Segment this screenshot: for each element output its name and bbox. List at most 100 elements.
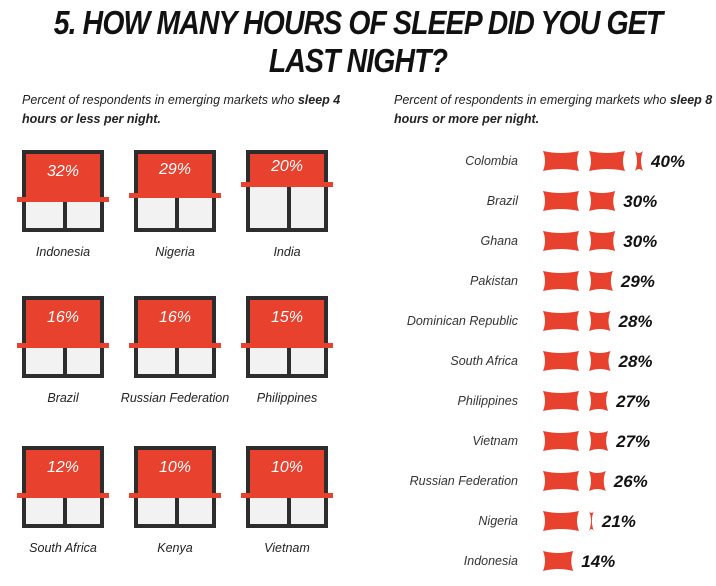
left-subtitle: Percent of respondents in emerging marke… — [22, 91, 362, 129]
pillow-bar — [543, 471, 606, 491]
value-label: 28% — [618, 312, 653, 331]
window-value-label: 15% — [270, 309, 304, 326]
shade-rod — [17, 493, 109, 498]
window-label: Nigeria — [155, 245, 195, 259]
pillow-shape — [589, 191, 616, 211]
window-value-label: 32% — [46, 163, 80, 180]
pillow-shape — [543, 351, 579, 371]
window-value-label: 10% — [270, 459, 304, 476]
window-frame: 10% — [241, 446, 333, 528]
window-value-label: 12% — [46, 459, 80, 476]
window-brazil: 16% Brazil — [17, 296, 109, 405]
pillow-shape — [543, 391, 579, 411]
value-label: 40% — [650, 152, 685, 171]
pillow-shape — [589, 471, 606, 491]
value-label: 30% — [623, 192, 657, 211]
window-indonesia: 32% Indonesia — [17, 150, 109, 259]
window-label: Philippines — [256, 391, 318, 405]
window-nigeria: 29% Nigeria — [129, 150, 221, 259]
window-shade — [250, 450, 324, 496]
window-philippines: 15% Philippines — [241, 296, 333, 405]
shade-rod — [129, 343, 221, 348]
left-subtitle-text: Percent of respondents in emerging marke… — [22, 93, 298, 107]
pillow-shape — [543, 271, 579, 291]
pillow-shape — [589, 431, 609, 451]
value-label: 27% — [615, 432, 650, 451]
window-value-label: 29% — [158, 161, 192, 179]
pillow-shape — [543, 431, 579, 451]
shade-rod — [129, 193, 221, 199]
pillow-shape — [543, 471, 579, 491]
pillow-shape — [589, 351, 611, 371]
pillow-bar — [543, 231, 616, 251]
category-label: South Africa — [450, 354, 518, 368]
pillow-shape — [589, 151, 625, 171]
window-label: Indonesia — [35, 245, 91, 259]
window-frame: 12% — [17, 446, 109, 528]
window-value-label: 20% — [270, 158, 304, 175]
pillow-bar — [543, 551, 574, 571]
window-shade — [250, 154, 324, 185]
shade-rod — [241, 493, 333, 498]
window-label: South Africa — [29, 541, 97, 555]
window-frame: 29% — [129, 150, 221, 232]
value-label: 14% — [581, 552, 615, 571]
shade-rod — [17, 343, 109, 348]
right-subtitle: Percent of respondents in emerging marke… — [394, 91, 714, 129]
window-india: 20% India — [241, 150, 333, 259]
window-south-africa: 12% South Africa — [17, 446, 109, 555]
pillow-shape — [543, 511, 579, 531]
right-subtitle-text: Percent of respondents in emerging marke… — [394, 93, 670, 107]
pillow-shape — [635, 151, 643, 171]
window-frame: 20% — [241, 150, 333, 232]
value-label: 28% — [618, 352, 653, 371]
window-label: Brazil — [47, 391, 79, 405]
pillow-bar-chart: Colombia 40% Brazil 30% Ghana 30% Pakistan 29% D… — [407, 151, 685, 571]
shade-rod — [241, 343, 333, 348]
value-label: 26% — [613, 472, 648, 491]
shade-rod — [17, 197, 109, 202]
window-shade — [26, 154, 100, 200]
category-label: Ghana — [480, 234, 518, 248]
pillow-bar — [543, 311, 611, 331]
pillow-shape — [589, 271, 613, 291]
window-shade — [250, 300, 324, 346]
window-label: Kenya — [157, 541, 193, 555]
pillow-bar — [543, 271, 613, 291]
pillow-shape — [543, 311, 579, 331]
window-value-label: 16% — [158, 309, 192, 326]
shade-rod — [241, 182, 333, 187]
window-frame: 16% — [129, 296, 221, 378]
value-label: 30% — [623, 232, 657, 251]
window-shade — [26, 300, 100, 346]
page-title: 5. HOW MANY HOURS OF SLEEP DID YOU GET L… — [53, 4, 663, 79]
pillow-bar — [543, 191, 616, 211]
pillow-bar — [543, 431, 609, 451]
window-frame: 16% — [17, 296, 109, 378]
value-label: 27% — [615, 392, 650, 411]
category-label: Russian Federation — [410, 474, 518, 488]
window-label: Russian Federation — [120, 391, 230, 405]
window-frame: 10% — [129, 446, 221, 528]
window-kenya: 10% Kenya — [129, 446, 221, 555]
category-label: Brazil — [487, 194, 519, 208]
pillow-bar — [543, 151, 643, 171]
window-value-label: 16% — [46, 309, 80, 326]
pillow-shape — [589, 511, 594, 531]
category-label: Indonesia — [464, 554, 518, 568]
category-label: Vietnam — [472, 434, 518, 448]
window-russian-federation: 16% Russian Federation — [121, 296, 229, 405]
window-label: Vietnam — [264, 541, 310, 555]
pillow-shape — [543, 191, 579, 211]
window-frame: 15% — [241, 296, 333, 378]
window-shade — [138, 450, 212, 496]
category-label: Pakistan — [470, 274, 518, 288]
pillow-bar — [543, 511, 594, 531]
pillow-shape — [589, 391, 609, 411]
window-shade — [26, 450, 100, 496]
window-vietnam: 10% Vietnam — [241, 446, 333, 555]
pillow-shape — [543, 551, 574, 571]
shade-rod — [129, 493, 221, 498]
pillow-shape — [589, 231, 616, 251]
right-subtitle-bold: sleep 8 hours or more per night. — [394, 93, 713, 126]
